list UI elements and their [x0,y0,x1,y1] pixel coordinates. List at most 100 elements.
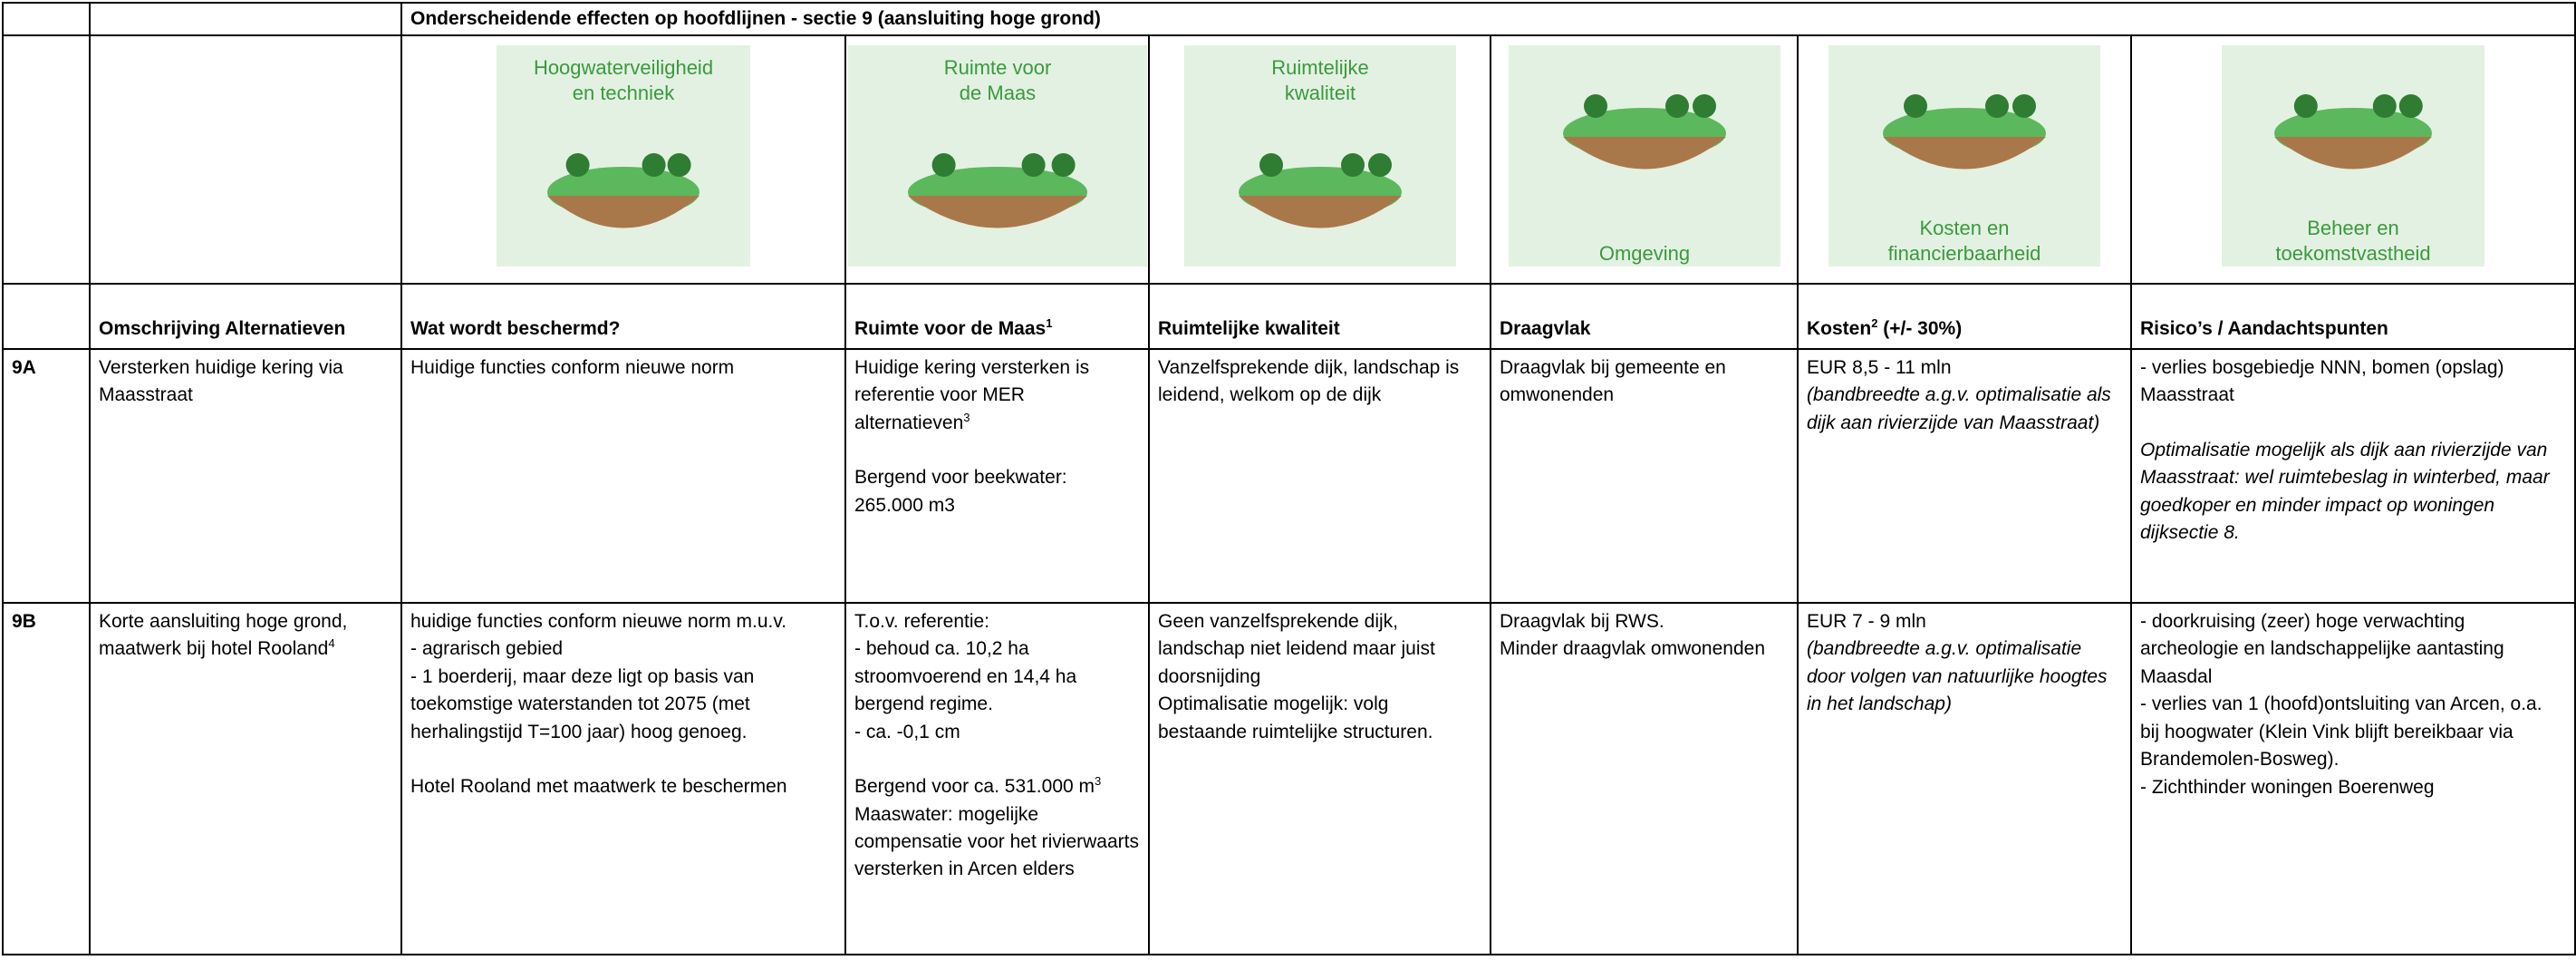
cell [89,1,402,37]
paragraph: Huidige functies conform nieuwe norm [410,354,836,382]
text: - behoud ca. 10,2 ha stroomvoerend en 14… [854,638,1077,715]
tree [1367,153,1392,178]
header-row: Omschrijving Alternatieven Wat wordt besc… [2,282,2576,350]
text: Omschrijving Alternatieven [99,318,346,340]
text-line: Huidige functies conform nieuwe norm [410,354,836,382]
illustration: Omgeving [1508,45,1780,267]
paragraph: T.o.v. referentie: - behoud ca. 10,2 ha s… [854,608,1140,746]
tree [667,153,691,178]
illustration-label: en techniek [573,82,676,104]
cell: Geen vanzelfsprekende dijk, landschap ni… [1148,601,1491,955]
text-line: Korte aansluiting hoge grond, maatwerk b… [99,608,392,664]
text: Hotel Rooland met maatwerk te beschermen [410,776,787,798]
text: - verlies bosgebiedje NNN, bomen (opslag… [2140,356,2504,406]
paragraph: Geen vanzelfsprekende dijk, landschap ni… [1158,608,1481,746]
illustration-label: financierbaarheid [1888,242,2041,265]
text: Minder draagvlak omwonenden [1500,638,1766,660]
paragraph: - doorkruising (zeer) hoge verwachting a… [2140,608,2566,801]
illustration-label: Beheer en [2307,217,2399,239]
text-line: EUR 7 - 9 mln [1807,608,2122,635]
paragraph: Versterken huidige kering via Maasstraat [99,354,392,410]
paragraph: Korte aansluiting hoge grond, maatwerk b… [99,608,392,664]
illustration-cell: Kosten en financierbaarheid [1797,34,2132,285]
cell [89,34,402,285]
footnote-ref: 3 [1095,774,1102,789]
text-line: - agrarisch gebied [410,635,836,663]
text: Korte aansluiting hoge grond, maatwerk b… [99,610,348,660]
island-soil [1562,137,1726,170]
cell: T.o.v. referentie: - behoud ca. 10,2 ha s… [844,601,1150,955]
paragraph: Omschrijving Alternatieven [99,315,392,343]
paragraph: EUR 8,5 - 11 mln (bandbreedte a.g.v. opti… [1807,354,2122,437]
illustration: Beheer en toekomstvastheid [2222,45,2485,267]
cell: EUR 7 - 9 mln (bandbreedte a.g.v. optimal… [1797,601,2132,955]
text: Bergend voor beekwater: 265.000 m3 [854,467,1067,516]
text-line: 9B [12,608,81,635]
italic-text: (bandbreedte a.g.v. optimalisatie door v… [1807,638,2108,715]
paragraph: Huidige kering versterken is referentie … [854,354,1140,437]
italic-text: (bandbreedte a.g.v. optimalisatie als di… [1807,384,2111,433]
text: Draagvlak [1500,318,1591,340]
illustration-row: Hoogwaterveiligheid en techniek Ruimte voo… [2,34,2576,285]
text: Huidige functies conform nieuwe norm [410,356,735,378]
paragraph: Hotel Rooland met maatwerk te beschermen [410,773,836,800]
paragraph: huidige functies conform nieuwe norm m.u… [410,608,836,746]
text: Ruimtelijke kwaliteit [1158,318,1340,340]
paragraph: Bergend voor ca. 531.000 m3 Maaswater: m… [854,773,1140,884]
cell: Vanzelfsprekende dijk, landschap is leid… [1148,347,1491,604]
tree [642,153,666,178]
cell [2,34,91,285]
text: Bergend voor ca. 531.000 m [854,776,1095,798]
header-cell: Draagvlak [1490,282,1799,350]
tree [931,153,956,178]
text-line: 9A [12,354,81,382]
paragraph: Bergend voor beekwater: 265.000 m3 [854,464,1140,519]
tree [1664,94,1689,119]
paragraph: 9B [12,608,81,635]
tree [2372,94,2397,119]
text-line: Draagvlak bij RWS. [1500,608,1789,635]
illustration: Ruimte voor de Maas [848,45,1147,267]
island-soil [1883,137,2046,170]
text: - verlies van 1 (hoofd)ontsluiting van A… [2140,693,2542,771]
paragraph: Risico’s / Aandachtspunten [2140,315,2566,343]
data-row: 9B Korte aansluiting hoge grond, maatwerk… [2,601,2576,955]
text: EUR 8,5 - 11 mln [1807,356,1952,378]
tree [2012,94,2036,119]
paragraph: Optimalisatie mogelijk als dijk aan rivi… [2140,437,2566,548]
text: T.o.v. referentie: [854,610,990,632]
text-line: (bandbreedte a.g.v. optimalisatie als di… [1807,382,2122,437]
text-line: Risico’s / Aandachtspunten [2140,315,2566,343]
paragraph: 9A [12,354,81,382]
text: - Zichthinder woningen Boerenweg [2140,776,2435,798]
illustration-background [1183,45,1456,267]
text-line: Bergend voor beekwater: 265.000 m3 [854,464,1140,519]
tree [1583,94,1607,119]
text: (+/- 30%) [1877,318,1963,340]
tree [565,153,590,178]
paragraph: Vanzelfsprekende dijk, landschap is leid… [1158,354,1481,410]
text: - agrarisch gebied [410,638,564,660]
tree [1051,153,1076,178]
text-line: Vanzelfsprekende dijk, landschap is leid… [1158,354,1481,410]
cell: Huidige functies conform nieuwe norm [400,347,846,604]
tree [2293,94,2318,119]
illustration: Hoogwaterveiligheid en techniek [497,45,750,267]
tree [1692,94,1716,119]
text: 9A [12,356,36,378]
text: - 1 boerderij, maar deze ligt op basis v… [410,665,755,742]
text: Risico’s / Aandachtspunten [2140,318,2388,340]
tree [1021,153,1046,178]
text-line: Optimalisatie mogelijk: volg bestaande r… [1158,691,1481,746]
paragraph: Draagvlak bij RWS. Minder draagvlak omwon… [1500,608,1789,664]
text-line: Ruimte voor de Maas1 [854,315,1140,343]
text: Vanzelfsprekende dijk, landschap is leid… [1158,356,1460,406]
illustration-background [848,45,1147,267]
text: Versterken huidige kering via Maasstraat [99,356,343,406]
footnote-ref: 2 [1871,316,1878,331]
text-line: Draagvlak [1500,315,1789,343]
illustration-label: Kosten en [1919,217,2009,239]
text: Draagvlak bij RWS. [1500,610,1664,632]
illustration-label: Ruimte voor [944,56,1052,79]
text: - ca. -0,1 cm [854,721,960,742]
